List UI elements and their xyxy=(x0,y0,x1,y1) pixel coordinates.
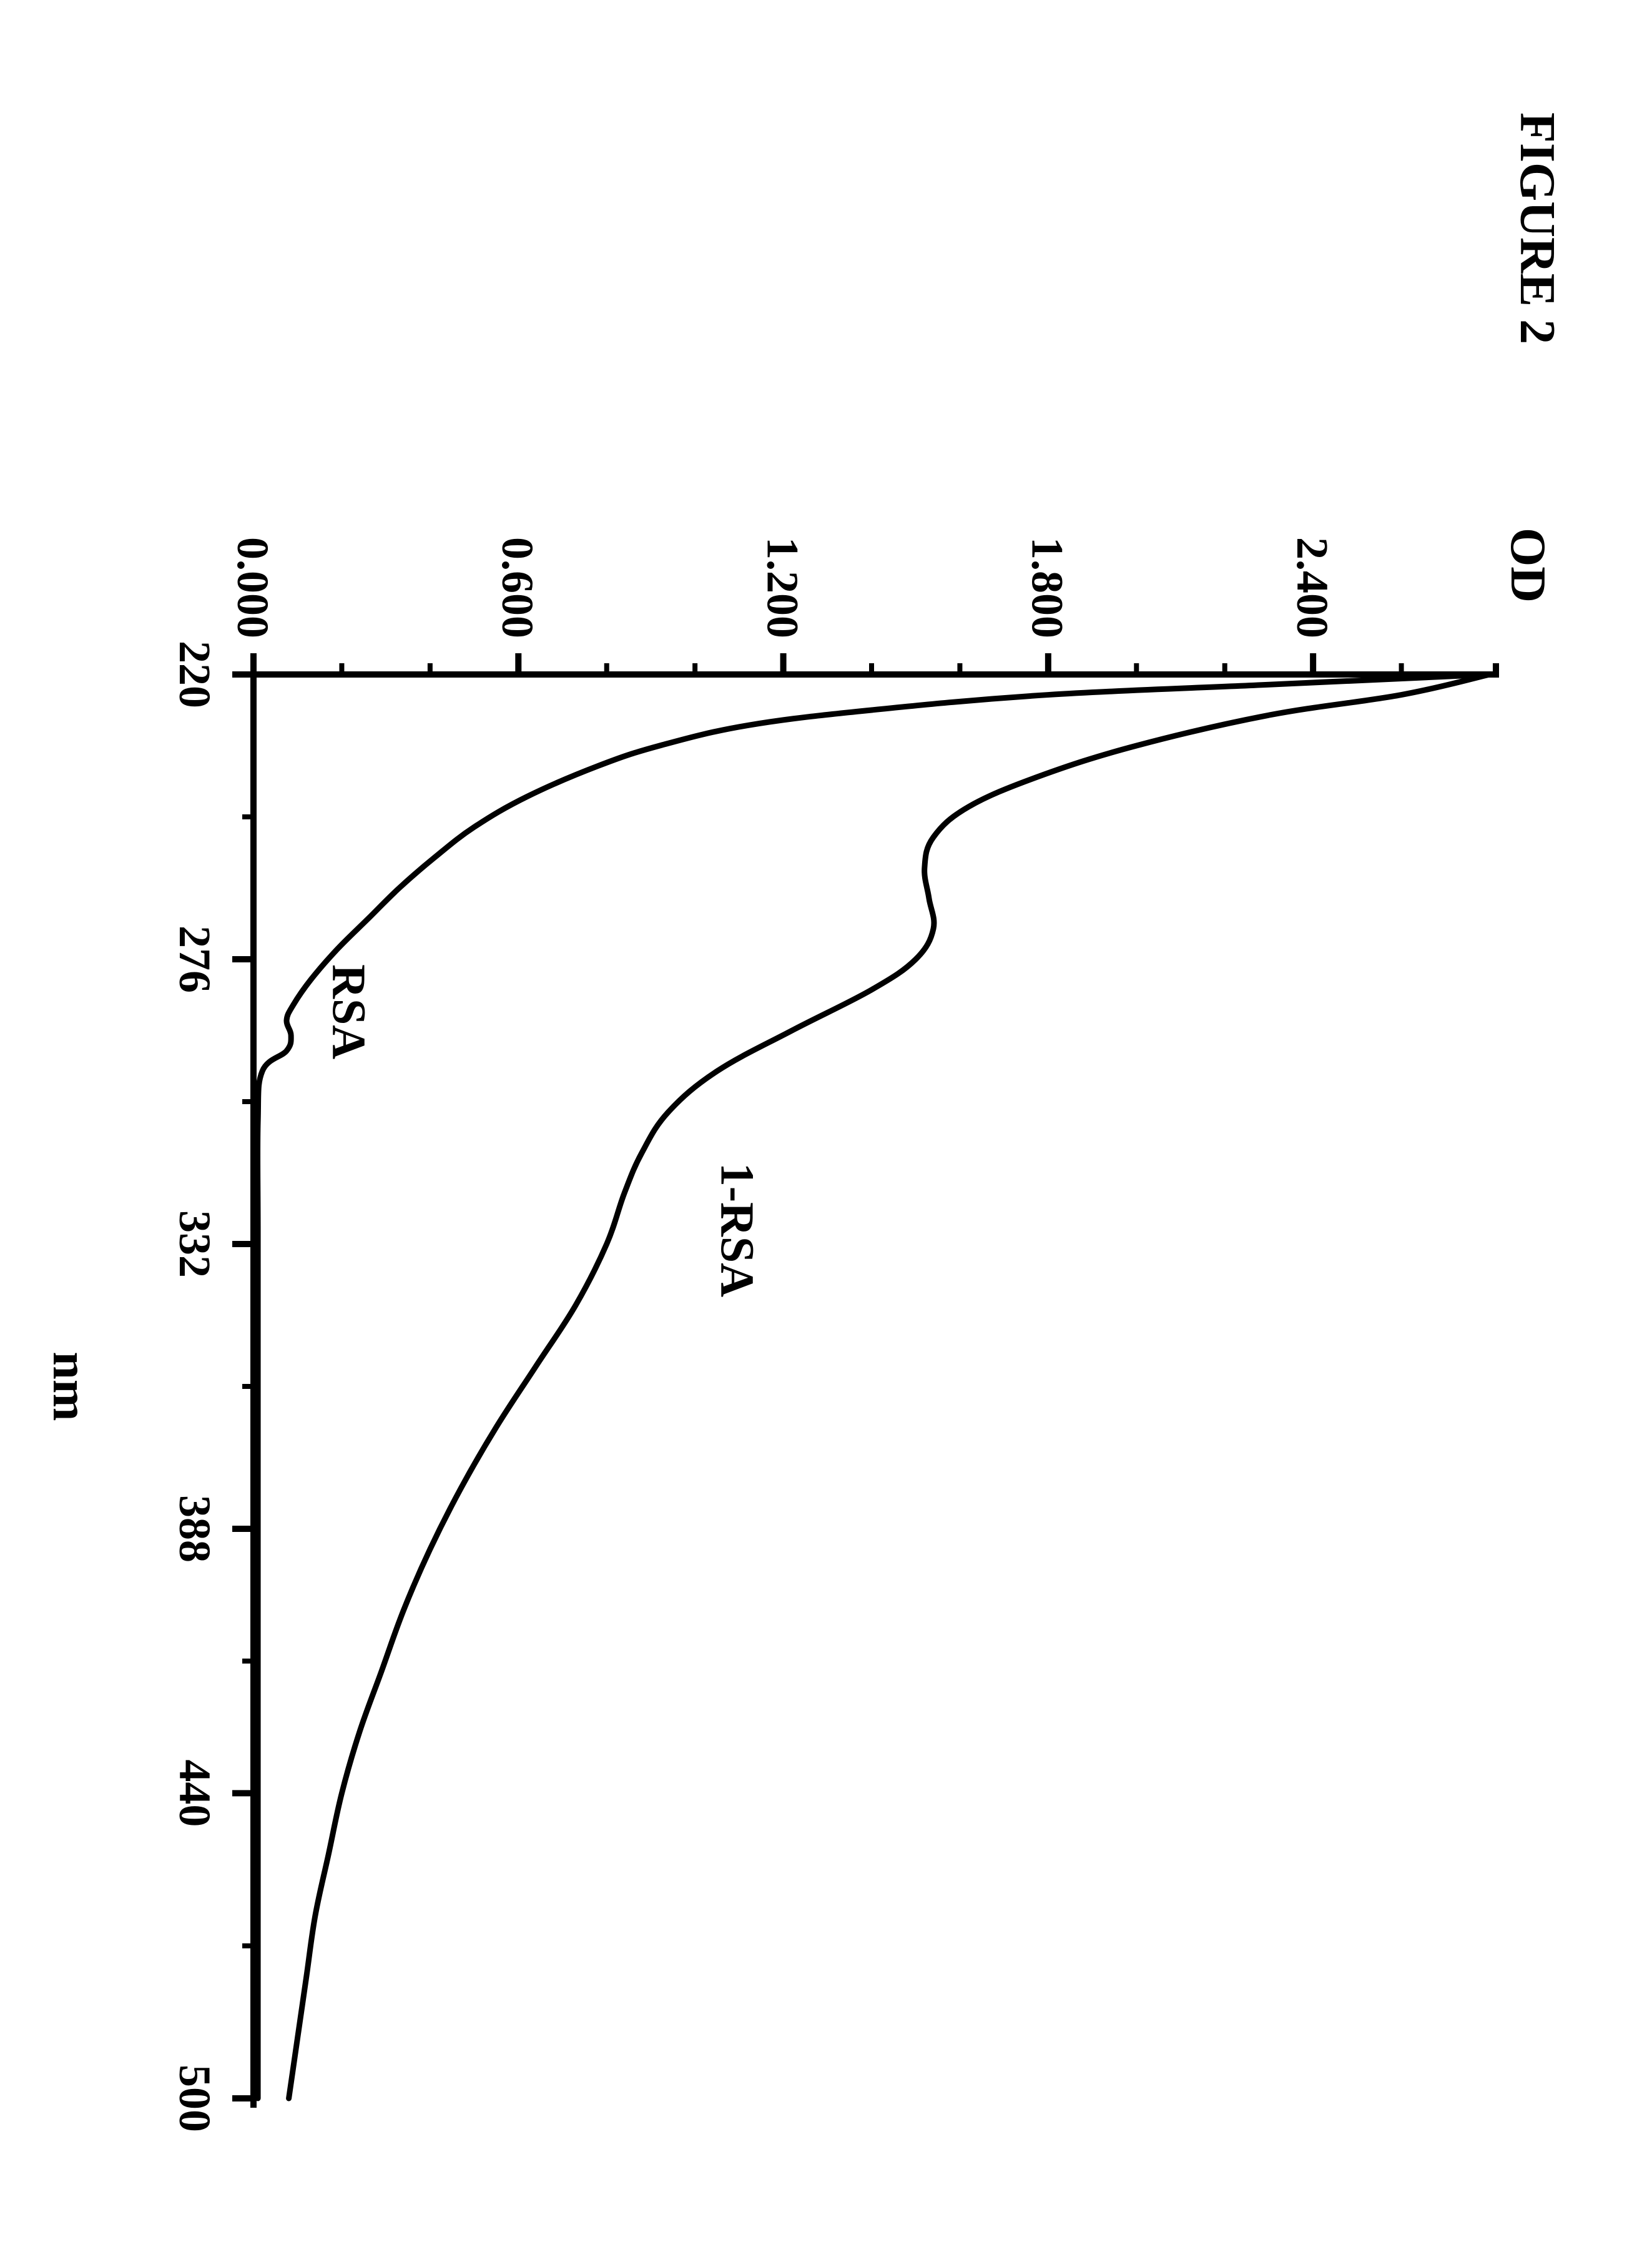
series-label-rsa: RSA xyxy=(322,964,375,1059)
y-tick-label: 0.600 xyxy=(493,537,543,638)
x-tick-label: 500 xyxy=(170,2065,220,2132)
y-axis-label: OD xyxy=(1500,528,1555,603)
series-label-1-rsa: 1-RSA xyxy=(711,1163,764,1297)
chart-background xyxy=(0,0,1652,2247)
chart-canvas: FIGURE 2 0.000 0.600 1.200 1.800 2.400 220 276 3… xyxy=(0,0,1652,2247)
y-tick-label: 0.000 xyxy=(228,537,278,638)
x-axis-label: nm xyxy=(42,1351,97,1421)
x-tick-label: 276 xyxy=(170,926,220,993)
x-tick-label: 332 xyxy=(170,1210,220,1278)
x-tick-label: 388 xyxy=(170,1495,220,1563)
x-tick-label: 220 xyxy=(170,641,220,708)
y-tick-label: 1.200 xyxy=(757,537,807,638)
y-tick-label: 2.400 xyxy=(1287,537,1337,638)
figure-label: FIGURE 2 xyxy=(1510,112,1565,344)
x-tick-label: 440 xyxy=(170,1759,220,1827)
page: FIGURE 2 0.000 0.600 1.200 1.800 2.400 220 276 3… xyxy=(0,0,1652,2247)
y-tick-label: 1.800 xyxy=(1023,537,1073,638)
spectrum-chart: FIGURE 2 0.000 0.600 1.200 1.800 2.400 220 276 3… xyxy=(0,0,1652,2247)
